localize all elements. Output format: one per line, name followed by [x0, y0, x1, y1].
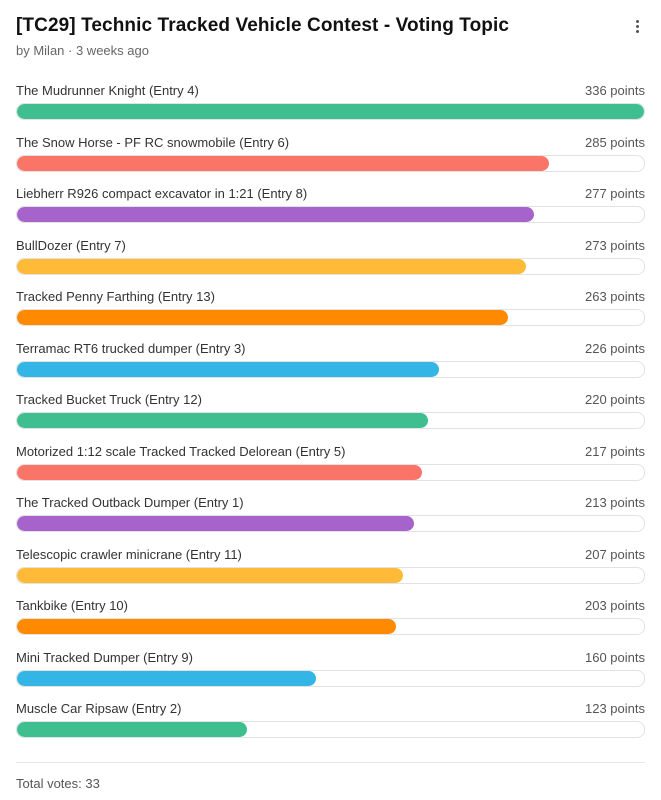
poll-option-label: Motorized 1:12 scale Tracked Tracked Del…: [16, 443, 346, 459]
poll-option-bar-track: [16, 721, 645, 738]
poll-option-label: The Tracked Outback Dumper (Entry 1): [16, 495, 244, 510]
poll-option-points: 263 points: [585, 289, 645, 304]
poll-option-points: 273 points: [585, 237, 645, 253]
poll-option-header: Tracked Penny Farthing (Entry 13) 263 poi…: [16, 288, 645, 306]
poll-option-header: Liebherr R926 compact excavator in 1:21 …: [16, 185, 645, 203]
poll-option-bar-track: [16, 154, 645, 172]
poll-option-bar-fill: [17, 413, 428, 428]
poll-option: The Mudrunner Knight (Entry 4) 336 points: [16, 82, 645, 134]
poll-option-label: Telescopic crawler minicrane (Entry 11): [16, 546, 242, 562]
poll-option-bar-track: [16, 309, 645, 326]
poll-option-label: Tracked Bucket Truck (Entry 12): [16, 392, 202, 407]
poll-option: Liebherr R926 compact excavator in 1:21 …: [16, 185, 645, 237]
poll-option: Tracked Bucket Truck (Entry 12) 220 point…: [16, 391, 645, 443]
poll-option-bar-fill: [17, 155, 549, 171]
poll-option-bar-fill: [17, 207, 534, 222]
poll-option-bar-track: [16, 103, 645, 120]
poll-option-points: 217 points: [585, 443, 645, 459]
poll-option-bar-fill: [17, 670, 316, 686]
poll-option: Telescopic crawler minicrane (Entry 11) 2…: [16, 546, 645, 598]
poll-option-label: BullDozer (Entry 7): [16, 237, 126, 253]
poll-option-header: Tracked Bucket Truck (Entry 12) 220 point…: [16, 391, 645, 409]
poll-option-bar-fill: [17, 104, 644, 119]
poll-option-label: Tankbike (Entry 10): [16, 598, 128, 613]
poll-option-bar-fill: [17, 516, 415, 531]
poll-option-label: Muscle Car Ripsaw (Entry 2): [16, 701, 182, 716]
poll-option-bar-track: [16, 206, 645, 223]
more-options-icon[interactable]: [627, 16, 647, 36]
poll-option-header: Mini Tracked Dumper (Entry 9) 160 points: [16, 649, 645, 667]
poll-option-points: 207 points: [585, 546, 645, 562]
poll-option-label: Terramac RT6 trucked dumper (Entry 3): [16, 340, 246, 356]
poll-option-points: 336 points: [585, 83, 645, 98]
poll-option-bar-track: [16, 360, 645, 378]
poll-option-points: 213 points: [585, 495, 645, 510]
poll-option-points: 203 points: [585, 598, 645, 613]
poll-option-header: Telescopic crawler minicrane (Entry 11) 2…: [16, 546, 645, 564]
poll-option-header: Motorized 1:12 scale Tracked Tracked Del…: [16, 443, 645, 461]
poll-option: Terramac RT6 trucked dumper (Entry 3) 226…: [16, 340, 645, 392]
poll-option-bar-track: [16, 566, 645, 584]
poll-option-header: Tankbike (Entry 10) 203 points: [16, 597, 645, 615]
poll-option: The Tracked Outback Dumper (Entry 1) 213 …: [16, 494, 645, 546]
poll-option: Motorized 1:12 scale Tracked Tracked Del…: [16, 443, 645, 495]
poll-option-header: BullDozer (Entry 7) 273 points: [16, 237, 645, 255]
poll-option-label: The Snow Horse - PF RC snowmobile (Entry…: [16, 134, 290, 150]
poll-option-points: 123 points: [585, 701, 645, 716]
poll-option-bar-fill: [17, 464, 422, 480]
divider: [16, 762, 645, 763]
poll-option-label: The Mudrunner Knight (Entry 4): [16, 83, 199, 98]
poll-option-bar-fill: [17, 310, 508, 325]
poll-option: Muscle Car Ripsaw (Entry 2) 123 points: [16, 700, 645, 752]
poll-option: Tracked Penny Farthing (Entry 13) 263 poi…: [16, 288, 645, 340]
poll-option-bar-track: [16, 669, 645, 687]
poll-option-bar-fill: [17, 619, 396, 634]
poll-option: BullDozer (Entry 7) 273 points: [16, 237, 645, 289]
topic-header: [TC29] Technic Tracked Vehicle Contest -…: [16, 14, 645, 60]
poll-option: The Snow Horse - PF RC snowmobile (Entry…: [16, 134, 645, 186]
poll-option-header: The Snow Horse - PF RC snowmobile (Entry…: [16, 134, 645, 152]
poll-option-bar-track: [16, 257, 645, 275]
poll-option-bar-track: [16, 463, 645, 481]
poll-option-bar-track: [16, 618, 645, 635]
topic-meta: by Milan · 3 weeks ago: [16, 43, 149, 58]
poll-option-points: 285 points: [585, 134, 645, 150]
poll-option-points: 226 points: [585, 340, 645, 356]
poll-option-bar-fill: [17, 258, 527, 274]
poll-option-points: 220 points: [585, 392, 645, 407]
poll-option-bar-fill: [17, 567, 404, 583]
poll-option-label: Mini Tracked Dumper (Entry 9): [16, 649, 193, 665]
poll-option-header: Muscle Car Ripsaw (Entry 2) 123 points: [16, 700, 645, 718]
poll-option-bar-track: [16, 412, 645, 429]
poll-option: Mini Tracked Dumper (Entry 9) 160 points: [16, 649, 645, 701]
total-votes: Total votes: 33: [16, 776, 100, 791]
poll-option-label: Liebherr R926 compact excavator in 1:21 …: [16, 186, 308, 201]
poll-option-header: Terramac RT6 trucked dumper (Entry 3) 226…: [16, 340, 645, 358]
poll-option-header: The Mudrunner Knight (Entry 4) 336 points: [16, 82, 645, 100]
poll-option: Tankbike (Entry 10) 203 points: [16, 597, 645, 649]
topic-title: [TC29] Technic Tracked Vehicle Contest -…: [16, 15, 510, 36]
poll-option-bar-track: [16, 515, 645, 532]
poll-results: The Mudrunner Knight (Entry 4) 336 points…: [16, 82, 645, 752]
poll-option-bar-fill: [17, 722, 247, 737]
poll-option-header: The Tracked Outback Dumper (Entry 1) 213 …: [16, 494, 645, 512]
poll-option-label: Tracked Penny Farthing (Entry 13): [16, 289, 215, 304]
poll-option-points: 160 points: [585, 649, 645, 665]
poll-option-points: 277 points: [585, 186, 645, 201]
poll-option-bar-fill: [17, 361, 439, 377]
